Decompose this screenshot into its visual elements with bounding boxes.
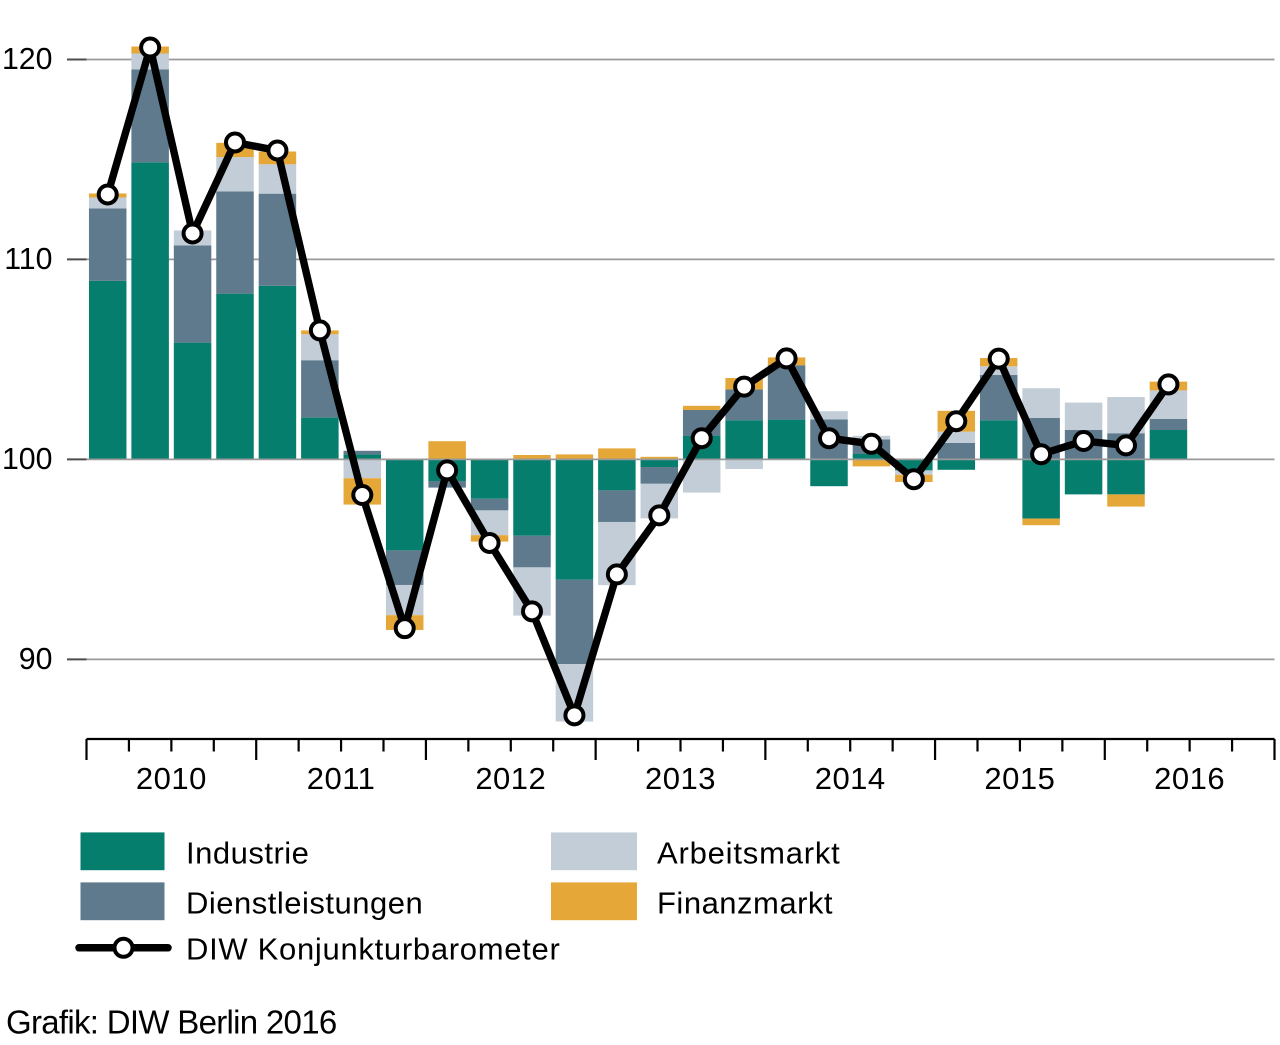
svg-text:2015: 2015 [984, 761, 1055, 796]
svg-text:2016: 2016 [1154, 761, 1225, 796]
svg-text:90: 90 [19, 643, 53, 676]
svg-text:2014: 2014 [815, 761, 886, 796]
svg-text:Industrie: Industrie [186, 836, 309, 871]
svg-text:Grafik: DIW Berlin 2016: Grafik: DIW Berlin 2016 [6, 1004, 337, 1041]
svg-text:100: 100 [2, 443, 53, 476]
svg-text:2012: 2012 [475, 761, 546, 796]
svg-text:2011: 2011 [307, 761, 376, 796]
svg-text:2010: 2010 [136, 761, 207, 796]
svg-text:110: 110 [4, 243, 52, 276]
svg-text:Finanzmarkt: Finanzmarkt [657, 886, 833, 921]
svg-text:Arbeitsmarkt: Arbeitsmarkt [657, 836, 841, 871]
svg-text:120: 120 [2, 43, 53, 76]
svg-text:DIW Konjunkturbarometer: DIW Konjunkturbarometer [186, 932, 560, 967]
svg-text:2013: 2013 [645, 761, 716, 796]
svg-text:Dienstleistungen: Dienstleistungen [186, 886, 423, 921]
